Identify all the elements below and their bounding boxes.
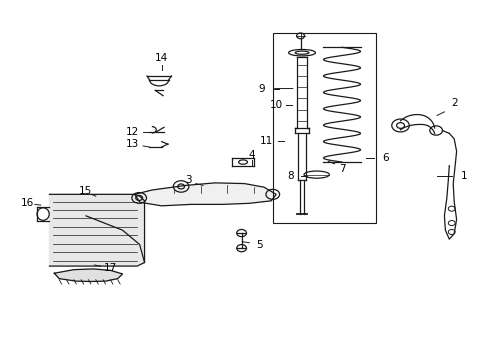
Polygon shape	[135, 183, 276, 206]
Text: 5: 5	[255, 239, 262, 249]
Text: 13: 13	[125, 139, 139, 149]
Text: 15: 15	[78, 186, 91, 196]
Text: 12: 12	[125, 127, 139, 136]
Text: 6: 6	[382, 153, 388, 163]
Bar	[272, 33, 375, 223]
Text: 17: 17	[103, 263, 117, 273]
Text: 7: 7	[338, 164, 345, 174]
Text: 10: 10	[269, 100, 282, 110]
Text: 9: 9	[258, 84, 264, 94]
Text: 3: 3	[185, 175, 191, 185]
Text: 8: 8	[287, 171, 294, 181]
Polygon shape	[54, 269, 122, 282]
Polygon shape	[49, 194, 144, 266]
Text: 1: 1	[460, 171, 466, 181]
Text: 2: 2	[450, 98, 457, 108]
Text: 11: 11	[259, 136, 272, 145]
Text: 4: 4	[248, 150, 255, 160]
Text: 14: 14	[155, 53, 168, 63]
Text: 16: 16	[21, 198, 34, 208]
